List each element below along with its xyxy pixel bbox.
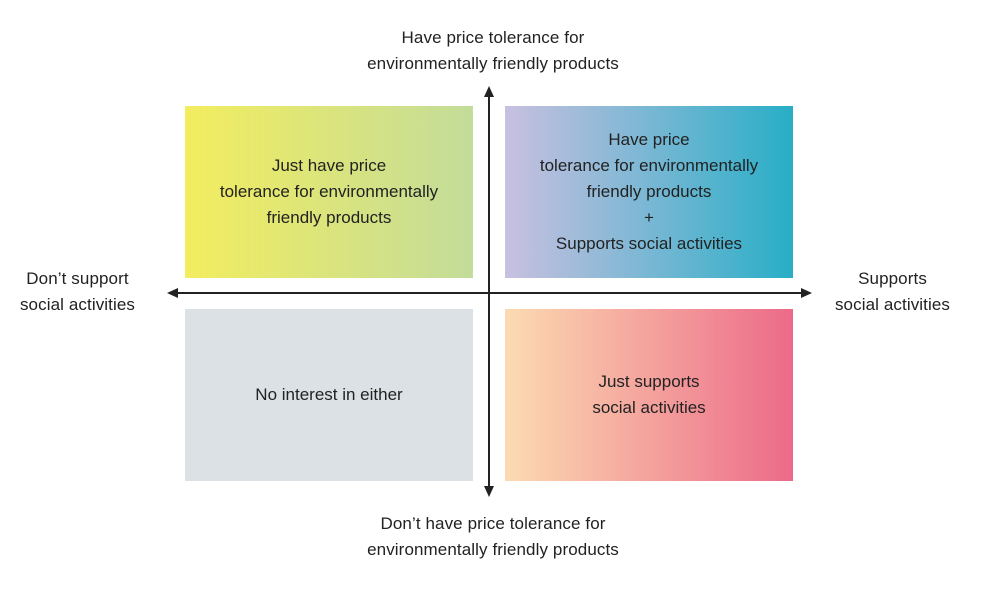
- quadrant-text: Just have price: [271, 156, 387, 175]
- quadrant-text: friendly products: [586, 182, 712, 201]
- axis-label-top-line: environmentally friendly products: [367, 54, 619, 73]
- axis-label-bottom-line: Don’t have price tolerance for: [380, 514, 606, 533]
- arrow-right-icon: [801, 288, 812, 298]
- quadrant-bottom-right: Just supports social activities: [505, 309, 793, 481]
- quadrant-text: Supports social activities: [555, 234, 743, 253]
- quadrant-plus: +: [644, 208, 654, 227]
- axis-label-left: Don’t support social activities: [0, 266, 155, 318]
- axis-label-top: Have price tolerance for environmentally…: [293, 25, 693, 77]
- quadrant-text: Have price: [608, 130, 690, 149]
- arrow-down-icon: [484, 486, 494, 497]
- axis-label-right: Supports social activities: [815, 266, 970, 318]
- quadrant-top-left: Just have price tolerance for environmen…: [185, 106, 473, 278]
- quadrant-text: social activities: [592, 398, 706, 417]
- quadrant-text: Just supports: [598, 372, 700, 391]
- axis-label-bottom: Don’t have price tolerance for environme…: [293, 511, 693, 563]
- axis-label-left-line: Don’t support: [26, 269, 129, 288]
- axis-label-right-line: social activities: [834, 295, 951, 314]
- axis-label-top-line: Have price tolerance for: [401, 28, 585, 47]
- quadrant-top-right: Have price tolerance for environmentally…: [505, 106, 793, 278]
- quadrant-text: No interest in either: [255, 385, 403, 404]
- quadrant-text: tolerance for environmentally: [539, 156, 759, 175]
- quadrant-text: friendly products: [266, 208, 392, 227]
- axis-label-left-line: social activities: [19, 295, 136, 314]
- arrow-up-icon: [484, 86, 494, 97]
- axis-label-right-line: Supports: [858, 269, 927, 288]
- arrow-left-icon: [167, 288, 178, 298]
- axis-label-bottom-line: environmentally friendly products: [367, 540, 619, 559]
- quadrant-text: tolerance for environmentally: [219, 182, 439, 201]
- quadrant-bottom-left: No interest in either: [185, 309, 473, 481]
